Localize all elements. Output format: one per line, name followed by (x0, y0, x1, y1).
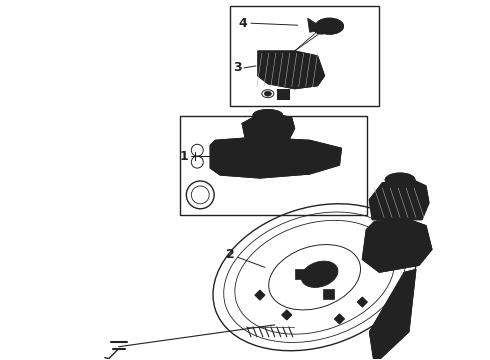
Polygon shape (362, 218, 432, 272)
Polygon shape (255, 290, 265, 300)
Polygon shape (282, 310, 292, 320)
Ellipse shape (315, 26, 328, 34)
Ellipse shape (265, 91, 271, 96)
Text: 1: 1 (180, 150, 189, 163)
Ellipse shape (253, 109, 283, 121)
Polygon shape (335, 314, 344, 324)
Ellipse shape (326, 21, 341, 31)
Polygon shape (369, 178, 429, 220)
Polygon shape (242, 114, 294, 138)
Circle shape (250, 133, 260, 143)
Text: 2: 2 (226, 248, 234, 261)
Bar (294, 269, 307, 279)
Bar (230, 6, 379, 105)
Polygon shape (357, 297, 368, 307)
Polygon shape (258, 51, 324, 89)
Bar (277, 89, 289, 99)
Ellipse shape (316, 18, 343, 34)
Circle shape (280, 132, 290, 142)
Text: 4: 4 (239, 17, 247, 30)
Polygon shape (308, 18, 318, 32)
Bar (322, 289, 335, 299)
Polygon shape (369, 269, 416, 360)
Text: 3: 3 (233, 61, 242, 75)
Bar (180, 116, 368, 215)
Bar (279, 91, 287, 96)
Ellipse shape (385, 173, 415, 187)
Ellipse shape (301, 261, 338, 287)
Polygon shape (210, 137, 342, 178)
Bar (277, 89, 289, 99)
